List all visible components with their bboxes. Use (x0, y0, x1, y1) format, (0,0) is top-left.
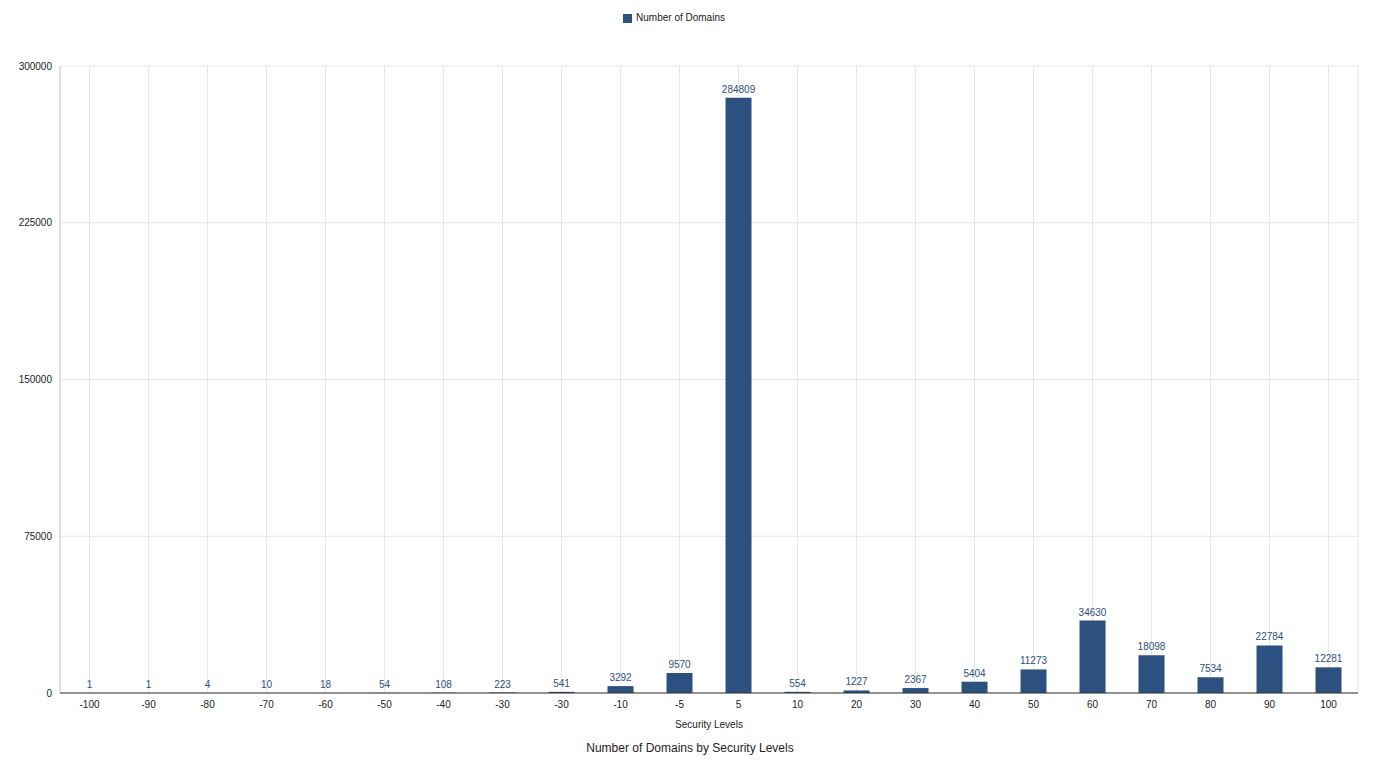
svg-text:284809: 284809 (722, 84, 756, 95)
svg-text:-10: -10 (613, 699, 628, 710)
svg-text:4: 4 (205, 679, 211, 690)
svg-text:18098: 18098 (1138, 641, 1166, 652)
svg-text:-80: -80 (200, 699, 215, 710)
svg-text:2367: 2367 (904, 674, 927, 685)
svg-text:554: 554 (789, 678, 806, 689)
svg-text:30: 30 (910, 699, 922, 710)
html-text:Number of Domains: Number of Domains (636, 12, 725, 23)
svg-text:1: 1 (146, 679, 152, 690)
svg-text:-30: -30 (495, 699, 510, 710)
svg-text:20: 20 (851, 699, 863, 710)
svg-text:54: 54 (379, 679, 391, 690)
svg-text:9570: 9570 (668, 659, 691, 670)
svg-text:90: 90 (1264, 699, 1276, 710)
svg-text:70: 70 (1146, 699, 1158, 710)
svg-text:100: 100 (1320, 699, 1337, 710)
svg-text:150000: 150000 (19, 374, 53, 385)
svg-text:10: 10 (261, 679, 273, 690)
svg-text:11273: 11273 (1020, 655, 1048, 666)
svg-text:18: 18 (320, 679, 332, 690)
svg-text:22784: 22784 (1256, 631, 1284, 642)
svg-text:5404: 5404 (963, 668, 986, 679)
svg-text:300000: 300000 (19, 61, 53, 72)
svg-text:-50: -50 (377, 699, 392, 710)
html-text:Number of Domains by Security: Number of Domains by Security Levels (586, 741, 794, 755)
svg-text:10: 10 (792, 699, 804, 710)
svg-text:3292: 3292 (609, 672, 632, 683)
svg-text:-30: -30 (554, 699, 569, 710)
svg-text:-70: -70 (259, 699, 274, 710)
svg-text:40: 40 (969, 699, 981, 710)
svg-text:34630: 34630 (1079, 607, 1107, 618)
svg-text:75000: 75000 (24, 531, 52, 542)
svg-text:108: 108 (435, 679, 452, 690)
svg-text:Security Levels: Security Levels (675, 719, 743, 730)
svg-text:1227: 1227 (845, 676, 868, 687)
svg-text:-100: -100 (79, 699, 99, 710)
svg-text:0: 0 (46, 688, 52, 699)
svg-text:-5: -5 (675, 699, 684, 710)
svg-text:60: 60 (1087, 699, 1099, 710)
svg-text:-60: -60 (318, 699, 333, 710)
svg-text:223: 223 (494, 679, 511, 690)
svg-text:1: 1 (87, 679, 93, 690)
svg-text:541: 541 (553, 678, 570, 689)
svg-text:225000: 225000 (19, 217, 53, 228)
svg-text:7534: 7534 (1199, 663, 1222, 674)
svg-text:80: 80 (1205, 699, 1217, 710)
svg-text:5: 5 (736, 699, 742, 710)
svg-text:50: 50 (1028, 699, 1040, 710)
svg-text:-90: -90 (141, 699, 156, 710)
svg-text:12281: 12281 (1315, 653, 1343, 664)
svg-text:-40: -40 (436, 699, 451, 710)
